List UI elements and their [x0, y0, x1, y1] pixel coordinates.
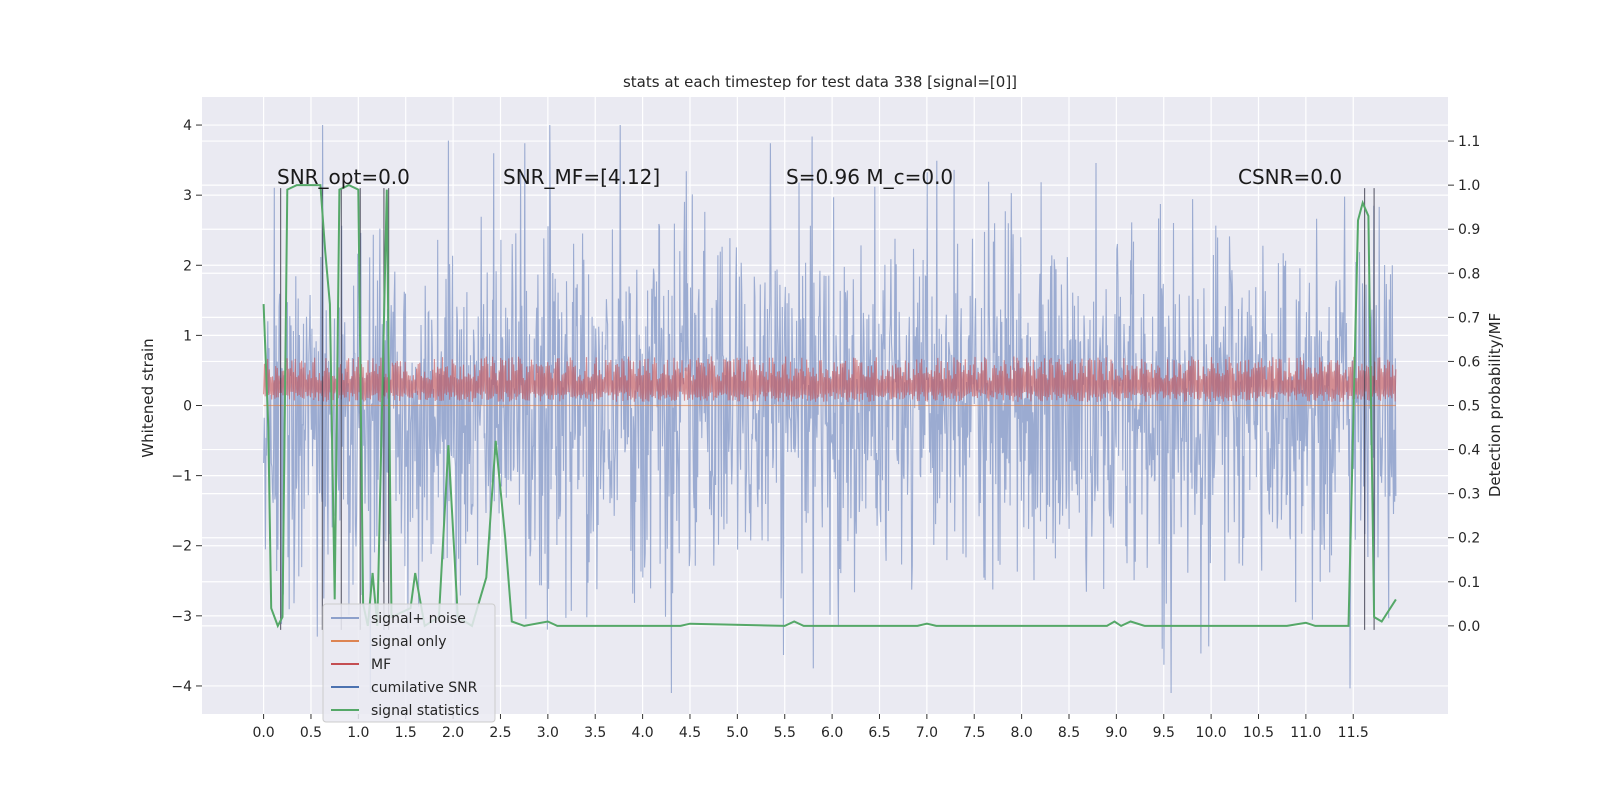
x-tick-label: 9.0	[1105, 725, 1127, 741]
x-tick-label: 7.5	[963, 725, 985, 741]
x-tick-label: 5.5	[774, 725, 796, 741]
y-right-tick-label: 0.0	[1458, 619, 1480, 635]
x-tick-label: 9.5	[1153, 725, 1175, 741]
x-tick-label: 11.0	[1290, 725, 1321, 741]
legend-entry: signal statistics	[371, 703, 479, 719]
series-mf	[263, 356, 1397, 403]
x-tick-label: 1.5	[395, 725, 417, 741]
x-tick-label: 2.5	[489, 725, 511, 741]
x-tick-label: 1.0	[347, 725, 369, 741]
axis-ticks: 0.0 0.5 1.0 1.5 2.0 2.5 3.0 3.5 4.0 4.5 5.0 5.5 6.0 6…	[171, 118, 1480, 741]
y-right-tick-label: 0.1	[1458, 575, 1480, 591]
y-right-tick-label: 1.1	[1458, 134, 1480, 150]
x-tick-label: 5.0	[726, 725, 748, 741]
legend-entry: signal+ noise	[371, 611, 466, 627]
x-tick-label: 11.5	[1338, 725, 1369, 741]
y-right-tick-label: 0.5	[1458, 399, 1480, 415]
x-tick-label: 8.5	[1058, 725, 1080, 741]
y-axis-label-right: Detection probability/MF	[1486, 313, 1504, 497]
y-right-tick-label: 0.8	[1458, 266, 1480, 282]
y-tick-label: −4	[171, 679, 192, 695]
y-right-tick-label: 0.4	[1458, 443, 1480, 459]
x-tick-label: 4.5	[679, 725, 701, 741]
x-tick-label: 10.0	[1196, 725, 1227, 741]
annotations: SNR_opt=0.0 SNR_MF=[4.12] S=0.96 M_c=0.0 CS…	[277, 165, 1342, 189]
annotation-0: SNR_opt=0.0	[277, 165, 410, 189]
legend: signal+ noise signal only MF cumilative SNR…	[322, 603, 496, 723]
y-right-tick-label: 0.2	[1458, 531, 1480, 547]
chart-title: stats at each timestep for test data 338…	[623, 73, 1017, 91]
series-line-signal-statistics	[262, 183, 1397, 629]
y-tick-label: 2	[183, 258, 192, 274]
x-tick-label: 10.5	[1243, 725, 1274, 741]
x-tick-label: 6.5	[868, 725, 890, 741]
annotation-1: SNR_MF=[4.12]	[503, 165, 660, 189]
y-right-tick-label: 0.9	[1458, 222, 1480, 238]
legend-entry: cumilative SNR	[371, 680, 478, 696]
legend-entry: MF	[371, 657, 391, 673]
y-right-tick-label: 0.7	[1458, 310, 1480, 326]
x-tick-label: 7.0	[916, 725, 938, 741]
y-right-tick-label: 1.0	[1458, 178, 1480, 194]
x-tick-label: 3.0	[537, 725, 559, 741]
x-tick-label: 6.0	[821, 725, 843, 741]
series-signal-statistics	[262, 183, 1397, 629]
y-axis-label-left: Whitened strain	[139, 338, 157, 457]
y-tick-label: −2	[171, 539, 192, 555]
y-tick-label: 3	[183, 188, 192, 204]
y-right-tick-label: 0.3	[1458, 487, 1480, 503]
legend-entry: signal only	[371, 634, 446, 650]
y-tick-label: 1	[183, 328, 192, 344]
x-tick-label: 0.0	[252, 725, 274, 741]
x-tick-label: 4.0	[631, 725, 653, 741]
series-line-mf	[263, 356, 1397, 403]
y-tick-label: 4	[183, 118, 192, 134]
x-tick-label: 8.0	[1010, 725, 1032, 741]
x-tick-label: 3.5	[584, 725, 606, 741]
y-right-tick-label: 0.6	[1458, 354, 1480, 370]
x-tick-label: 0.5	[300, 725, 322, 741]
y-tick-label: 0	[183, 399, 192, 415]
legend-box	[322, 603, 496, 723]
y-tick-label: −1	[171, 469, 192, 485]
annotation-3: CSNR=0.0	[1238, 165, 1342, 189]
annotation-2: S=0.96 M_c=0.0	[786, 165, 953, 189]
y-tick-label: −3	[171, 609, 192, 625]
x-tick-label: 2.0	[442, 725, 464, 741]
